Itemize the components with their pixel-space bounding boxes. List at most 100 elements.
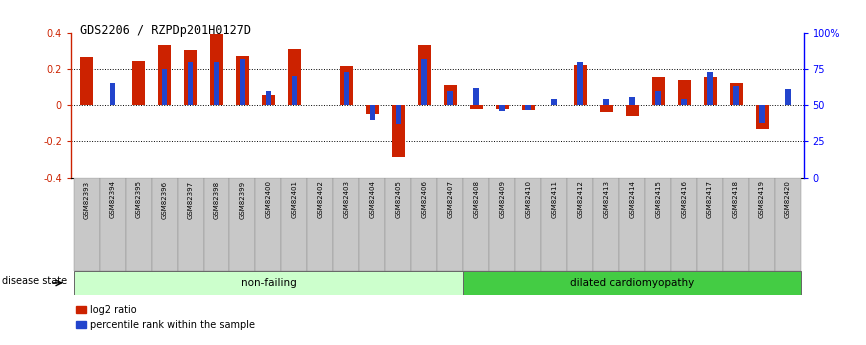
Bar — [526, 105, 531, 110]
Bar — [80, 57, 93, 105]
Text: GSM82394: GSM82394 — [110, 180, 115, 218]
Bar — [204, 178, 229, 271]
Bar — [178, 178, 204, 271]
Bar — [521, 105, 534, 110]
Bar — [651, 77, 665, 105]
Bar — [370, 105, 375, 120]
Text: GSM82408: GSM82408 — [474, 180, 479, 218]
Bar — [567, 178, 593, 271]
Bar — [656, 91, 661, 105]
Text: GSM82395: GSM82395 — [136, 180, 141, 218]
Bar — [755, 105, 769, 129]
Text: GSM82413: GSM82413 — [604, 180, 609, 218]
Bar — [729, 83, 742, 105]
Bar — [671, 178, 697, 271]
Text: GSM82417: GSM82417 — [708, 180, 713, 218]
Text: GSM82400: GSM82400 — [266, 180, 271, 218]
Text: GSM82402: GSM82402 — [318, 180, 323, 218]
Bar — [391, 105, 405, 157]
Bar — [210, 34, 223, 105]
Text: GSM82418: GSM82418 — [734, 180, 739, 218]
Bar — [749, 178, 775, 271]
Bar — [365, 105, 379, 114]
Bar — [359, 178, 385, 271]
Bar — [110, 83, 115, 105]
Bar — [448, 91, 453, 105]
Bar — [188, 62, 193, 105]
Bar — [344, 72, 349, 105]
Bar — [100, 178, 126, 271]
Bar — [630, 97, 635, 105]
Bar — [333, 178, 359, 271]
Bar — [734, 86, 739, 105]
Text: GSM82396: GSM82396 — [162, 180, 167, 219]
Bar — [229, 178, 255, 271]
Bar — [339, 66, 353, 105]
Text: GSM82419: GSM82419 — [759, 180, 765, 218]
Text: disease state: disease state — [2, 276, 67, 286]
Bar — [411, 178, 437, 271]
Bar — [463, 178, 489, 271]
Bar — [240, 59, 245, 105]
Text: GSM82414: GSM82414 — [630, 180, 635, 218]
Bar — [723, 178, 749, 271]
Text: GDS2206 / RZPDp201H0127D: GDS2206 / RZPDp201H0127D — [80, 24, 250, 37]
Bar — [307, 178, 333, 271]
Bar — [677, 80, 691, 105]
Bar — [474, 88, 479, 105]
Bar — [682, 99, 687, 105]
Text: GSM82407: GSM82407 — [448, 180, 453, 218]
Bar — [489, 178, 515, 271]
Legend: log2 ratio, percentile rank within the sample: log2 ratio, percentile rank within the s… — [76, 305, 255, 330]
Text: GSM82393: GSM82393 — [84, 180, 89, 219]
Text: GSM82403: GSM82403 — [344, 180, 349, 218]
Bar — [759, 105, 765, 122]
Text: GSM82398: GSM82398 — [214, 180, 219, 219]
Bar — [74, 271, 463, 295]
Text: GSM82416: GSM82416 — [682, 180, 687, 218]
Text: GSM82420: GSM82420 — [785, 180, 791, 218]
Bar — [417, 46, 430, 105]
Bar — [599, 105, 612, 112]
Text: GSM82399: GSM82399 — [240, 180, 245, 219]
Bar — [422, 59, 427, 105]
Bar — [495, 105, 508, 109]
Bar — [703, 77, 717, 105]
Bar — [619, 178, 645, 271]
Bar — [775, 178, 801, 271]
Bar — [184, 50, 197, 105]
Text: dilated cardiomyopathy: dilated cardiomyopathy — [570, 278, 695, 288]
Text: GSM82401: GSM82401 — [292, 180, 297, 218]
Text: GSM82397: GSM82397 — [188, 180, 193, 219]
Bar — [385, 178, 411, 271]
Bar — [443, 85, 457, 105]
Bar — [708, 72, 713, 105]
Bar — [500, 105, 505, 111]
Bar — [292, 76, 297, 105]
Bar — [578, 62, 583, 105]
Text: GSM82410: GSM82410 — [526, 180, 531, 218]
Bar — [396, 105, 401, 124]
Bar — [552, 99, 557, 105]
Bar — [573, 66, 586, 105]
Bar — [288, 49, 301, 105]
Bar — [255, 178, 281, 271]
Text: GSM82411: GSM82411 — [552, 180, 557, 218]
Bar — [437, 178, 463, 271]
Bar — [604, 99, 609, 105]
Bar — [469, 105, 483, 109]
Bar — [625, 105, 638, 116]
Bar — [785, 89, 791, 105]
Bar — [645, 178, 671, 271]
Bar — [541, 178, 567, 271]
Bar — [697, 178, 723, 271]
Text: GSM82412: GSM82412 — [578, 180, 583, 218]
Text: GSM82415: GSM82415 — [656, 180, 661, 218]
Bar — [281, 178, 307, 271]
Bar — [463, 271, 801, 295]
Text: non-failing: non-failing — [241, 278, 296, 288]
Bar — [214, 62, 219, 105]
Bar — [162, 69, 167, 105]
Text: GSM82406: GSM82406 — [422, 180, 427, 218]
Bar — [132, 61, 145, 105]
